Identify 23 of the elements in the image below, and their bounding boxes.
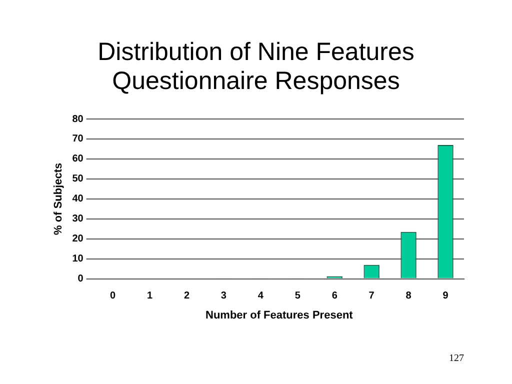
x-tick-label: 5: [294, 290, 301, 302]
x-tick-label: 3: [220, 290, 227, 302]
x-axis-title: Number of Features Present: [205, 309, 354, 322]
x-tick-label: 6: [332, 290, 338, 302]
y-tick-label: 70: [72, 134, 84, 145]
y-tick-label: 0: [78, 274, 84, 285]
x-tick-label: 2: [184, 290, 190, 302]
y-tick-label: 10: [72, 254, 84, 265]
y-tick-label: 40: [72, 194, 84, 205]
text: 127: [449, 353, 464, 364]
x-tick-label: 9: [442, 290, 449, 302]
x-tick-label: 1: [146, 290, 153, 302]
chart-title: Distribution of Nine Features Questionnaire Responses: [96, 37, 416, 96]
x-tick-label: 4: [258, 290, 264, 302]
x-tick-label: 0: [110, 290, 116, 302]
y-axis-title: % of Subjects: [52, 162, 65, 235]
y-tick-label: 20: [72, 234, 84, 245]
y-tick-label: 50: [72, 174, 84, 185]
x-tick-label: 7: [368, 290, 375, 302]
y-tick-label: 60: [72, 154, 84, 165]
y-tick-label: 30: [72, 214, 84, 225]
y-tick-label: 80: [72, 114, 84, 125]
x-tick-label: 8: [406, 290, 412, 302]
